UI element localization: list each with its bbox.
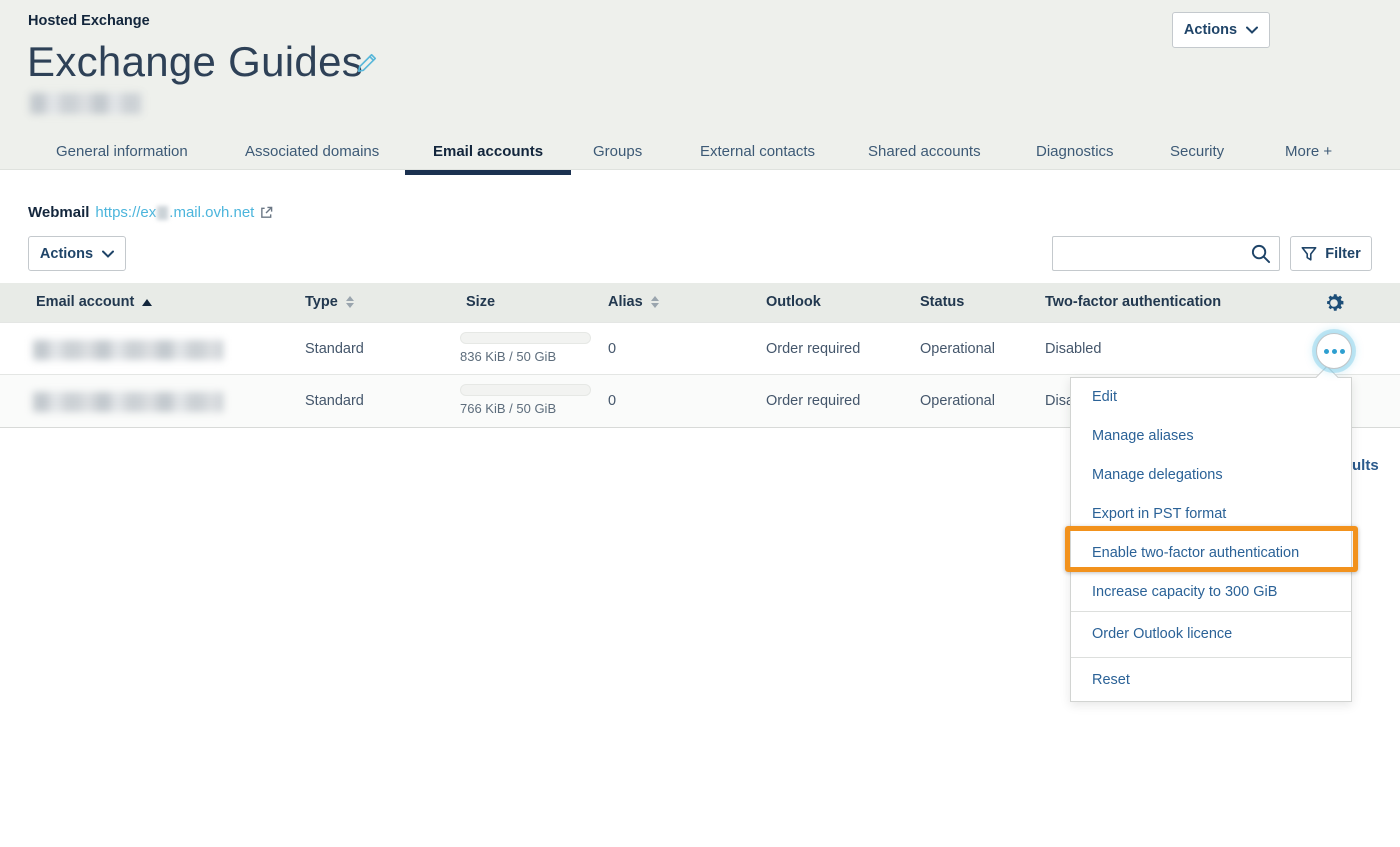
usage-bar xyxy=(460,384,591,396)
table-actions-label: Actions xyxy=(39,245,94,262)
redacted-subtitle xyxy=(30,93,142,114)
menu-item-edit[interactable]: Edit xyxy=(1092,389,1117,405)
page-title: Exchange Guides xyxy=(27,38,364,85)
column-size[interactable]: Size xyxy=(466,294,496,310)
sort-asc-icon xyxy=(142,298,153,306)
sort-icon xyxy=(345,296,354,308)
search-input[interactable] xyxy=(1052,236,1280,271)
external-link-icon xyxy=(261,206,273,218)
webmail-line: Webmail https://ex .mail.ovh.net xyxy=(28,204,273,221)
cell-outlook: Order required xyxy=(766,341,861,357)
filter-button[interactable]: Filter xyxy=(1290,236,1372,271)
tab-diagnostics[interactable]: Diagnostics xyxy=(1036,143,1114,160)
cell-alias: 0 xyxy=(608,393,617,409)
table-header: Email account Type Size Alias Outlook St… xyxy=(0,283,1400,322)
table-row: Standard 836 KiB / 50 GiB 0 Order requir… xyxy=(0,322,1400,375)
webmail-label: Webmail xyxy=(28,204,90,221)
menu-item-export-pst[interactable]: Export in PST format xyxy=(1092,506,1227,522)
row-context-menu: Edit Manage aliases Manage delegations E… xyxy=(1070,365,1352,703)
cell-two-factor: Disabled xyxy=(1045,341,1102,357)
cell-alias: 0 xyxy=(608,341,617,357)
column-alias[interactable]: Alias xyxy=(608,294,659,310)
results-count-fragment: ults xyxy=(1352,457,1379,474)
column-status: Status xyxy=(920,294,965,310)
tab-email-accounts[interactable]: Email accounts xyxy=(405,141,572,175)
cell-type: Standard xyxy=(305,341,364,357)
gear-icon[interactable] xyxy=(1322,291,1346,315)
tab-associated-domains[interactable]: Associated domains xyxy=(245,143,380,160)
cell-type: Standard xyxy=(305,393,364,409)
tab-more[interactable]: More + xyxy=(1285,143,1333,160)
redacted-url-part xyxy=(157,205,169,220)
table-actions-button[interactable]: Actions xyxy=(28,236,126,271)
sort-icon xyxy=(650,296,659,308)
service-label: Hosted Exchange xyxy=(28,13,150,29)
cell-status: Operational xyxy=(920,341,995,357)
row-actions-ellipsis-button[interactable] xyxy=(1316,333,1352,369)
menu-item-enable-two-factor[interactable]: Enable two-factor authentication xyxy=(1092,545,1300,561)
chevron-down-icon xyxy=(102,250,115,258)
tab-general-information[interactable]: General information xyxy=(56,143,188,160)
cell-size: 836 KiB / 50 GiB xyxy=(460,349,557,364)
header-band: Hosted Exchange Exchange Guides Actions … xyxy=(0,0,1400,175)
header-actions-button[interactable]: Actions xyxy=(1172,12,1270,48)
cell-size: 766 KiB / 50 GiB xyxy=(460,401,557,416)
tab-external-contacts[interactable]: External contacts xyxy=(700,143,816,160)
tab-shared-accounts[interactable]: Shared accounts xyxy=(868,143,981,160)
header-actions-label: Actions xyxy=(1183,22,1238,38)
menu-item-order-outlook[interactable]: Order Outlook licence xyxy=(1071,611,1351,657)
cell-outlook: Order required xyxy=(766,393,861,409)
chevron-down-icon xyxy=(1246,26,1259,34)
redacted-email xyxy=(33,392,223,412)
menu-item-increase-capacity[interactable]: Increase capacity to 300 GiB xyxy=(1092,584,1278,600)
webmail-link[interactable]: https://ex .mail.ovh.net xyxy=(95,204,273,221)
search-icon[interactable] xyxy=(1250,243,1271,264)
filter-funnel-icon xyxy=(1301,246,1317,261)
tab-security[interactable]: Security xyxy=(1170,143,1225,160)
menu-item-manage-delegations[interactable]: Manage delegations xyxy=(1092,467,1223,483)
filter-label: Filter xyxy=(1325,245,1361,262)
column-two-factor: Two-factor authentication xyxy=(1045,294,1222,310)
menu-item-reset[interactable]: Reset xyxy=(1071,657,1351,703)
column-email-account[interactable]: Email account xyxy=(36,294,153,310)
edit-title-icon[interactable] xyxy=(356,52,378,74)
search-box xyxy=(1052,236,1280,271)
column-type[interactable]: Type xyxy=(305,294,354,310)
usage-bar xyxy=(460,332,591,344)
tab-groups[interactable]: Groups xyxy=(593,143,643,160)
redacted-email xyxy=(33,340,223,360)
cell-status: Operational xyxy=(920,393,995,409)
column-outlook: Outlook xyxy=(766,294,821,310)
menu-item-manage-aliases[interactable]: Manage aliases xyxy=(1092,428,1194,444)
